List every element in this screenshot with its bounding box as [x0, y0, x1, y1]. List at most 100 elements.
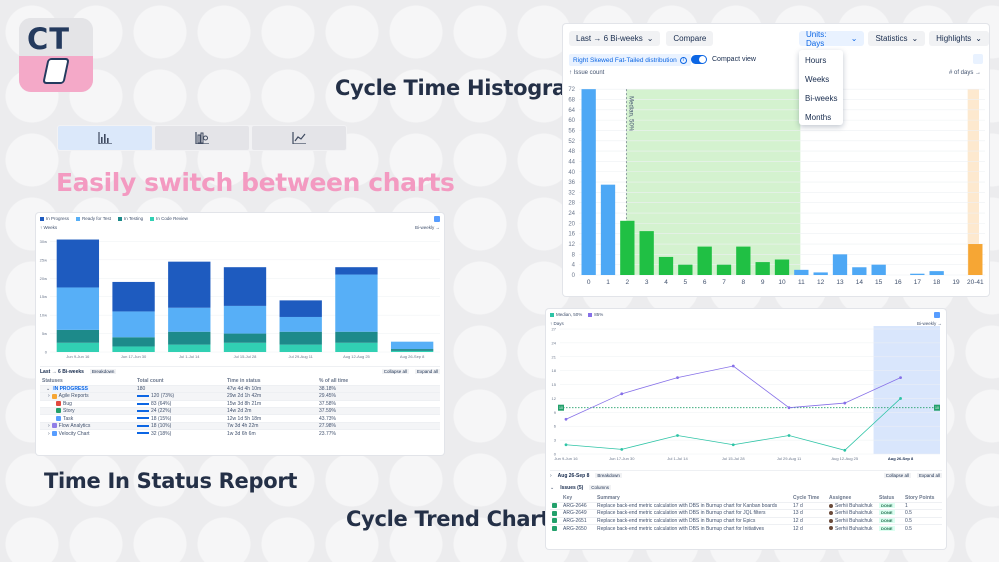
- issues-label[interactable]: Issues (5): [560, 484, 584, 491]
- tab-bar-chart[interactable]: [58, 126, 152, 150]
- series-point[interactable]: [564, 417, 568, 421]
- stacked-bar-segment[interactable]: [112, 337, 155, 347]
- legend-item[interactable]: In Progress: [40, 216, 69, 221]
- histogram-bar[interactable]: [600, 184, 616, 275]
- highlights-select[interactable]: Highlights ⌄: [929, 31, 989, 46]
- tis-row[interactable]: ⌄ IN PROGRESS 180 47w 4d 4h 10m 38.18%: [40, 384, 440, 393]
- tab-line-chart[interactable]: [252, 126, 346, 150]
- key-cell[interactable]: ARG-2646: [561, 501, 595, 510]
- histogram-bar[interactable]: [794, 269, 809, 275]
- columns-button[interactable]: Columns: [589, 485, 612, 490]
- histogram-bar[interactable]: [581, 89, 596, 275]
- histogram-bar[interactable]: [697, 246, 712, 275]
- units-select[interactable]: Units: Days ⌄: [799, 30, 865, 48]
- histogram-bar[interactable]: [639, 231, 654, 275]
- units-option-weeks[interactable]: Weeks: [805, 75, 830, 84]
- chevron-icon[interactable]: ›: [48, 423, 50, 430]
- trend-group-label[interactable]: Aug 26-Sep 8: [557, 472, 590, 479]
- stacked-bar-segment[interactable]: [335, 331, 378, 343]
- tab-histogram[interactable]: [155, 126, 249, 150]
- histogram-bar[interactable]: [755, 262, 770, 275]
- range-select[interactable]: Last → 6 Bi-weeks ⌄: [569, 31, 661, 46]
- stacked-bar-segment[interactable]: [223, 333, 267, 343]
- stacked-bar-segment[interactable]: [56, 342, 100, 352]
- histogram-bar[interactable]: [832, 254, 848, 275]
- summary-cell[interactable]: Replace back-end metric calculation with…: [595, 501, 791, 510]
- legend-toggle-icon[interactable]: [434, 216, 440, 222]
- summary-cell[interactable]: Replace back-end metric calculation with…: [595, 524, 791, 532]
- stacked-bar-segment[interactable]: [335, 342, 378, 352]
- stacked-bar-segment[interactable]: [223, 267, 267, 306]
- histogram-bar[interactable]: [678, 264, 693, 275]
- breakdown-button[interactable]: Breakdown: [89, 369, 117, 374]
- stacked-bar-segment[interactable]: [335, 274, 378, 332]
- histogram-bar[interactable]: [658, 256, 674, 275]
- stacked-bar-segment[interactable]: [112, 346, 155, 352]
- series-point[interactable]: [731, 364, 735, 368]
- issue-row[interactable]: ARG-2650 Replace back-end metric calculat…: [550, 524, 942, 532]
- breakdown-button[interactable]: Breakdown: [595, 473, 622, 478]
- summary-cell[interactable]: Replace back-end metric calculation with…: [595, 516, 791, 525]
- stacked-bar-segment[interactable]: [335, 267, 378, 275]
- stacked-bar-segment[interactable]: [279, 344, 322, 352]
- issue-row[interactable]: ARG-2649 Replace back-end metric calculat…: [550, 509, 942, 518]
- collapse-all-button[interactable]: Collapse all: [883, 473, 911, 478]
- stacked-bar-segment[interactable]: [168, 261, 211, 308]
- compare-button[interactable]: Compare: [666, 31, 714, 46]
- units-option-months[interactable]: Months: [805, 113, 832, 122]
- tis-row[interactable]: Bug 83 (64%) 15w 3d 8h 21m 37.58%: [40, 399, 440, 408]
- series-point[interactable]: [843, 448, 847, 452]
- key-cell[interactable]: ARG-2651: [561, 516, 595, 525]
- issue-row[interactable]: ARG-2646 Replace back-end metric calculat…: [550, 501, 942, 510]
- stacked-bar-segment[interactable]: [279, 331, 322, 345]
- stacked-bar-segment[interactable]: [112, 311, 155, 338]
- histogram-bar[interactable]: [968, 244, 983, 275]
- stacked-bar-segment[interactable]: [56, 287, 100, 330]
- stacked-bar-segment[interactable]: [279, 316, 322, 332]
- stacked-bar-segment[interactable]: [279, 300, 322, 317]
- compact-view-toggle[interactable]: Compact view: [691, 55, 756, 64]
- series-point[interactable]: [899, 376, 902, 380]
- tis-row[interactable]: Task 18 (15%) 12w 1d 5h 18m 43.73%: [40, 414, 440, 423]
- legend-item[interactable]: Median, 50%: [550, 312, 582, 317]
- histogram-bar[interactable]: [910, 273, 925, 275]
- legend-item[interactable]: In Testing: [117, 216, 143, 221]
- collapse-all-button[interactable]: Collapse all: [381, 369, 409, 374]
- tis-row[interactable]: › Velocity Chart 32 (18%) 1w 3d 6h 6m 23.77%: [40, 429, 440, 438]
- histogram-bar[interactable]: [813, 272, 828, 275]
- legend-item[interactable]: In Code Review: [150, 216, 188, 221]
- key-cell[interactable]: ARG-2650: [561, 524, 595, 532]
- legend-toggle-icon[interactable]: [934, 312, 940, 318]
- series-point[interactable]: [620, 392, 624, 396]
- distribution-badge[interactable]: Right Skewed Fat-Tailed distribution i: [569, 54, 691, 66]
- expand-all-button[interactable]: Expand all: [414, 369, 440, 374]
- series-point[interactable]: [676, 434, 679, 437]
- chevron-right-icon[interactable]: ›: [550, 472, 552, 479]
- stacked-bar-segment[interactable]: [223, 342, 267, 352]
- stacked-bar-segment[interactable]: [390, 341, 434, 350]
- tis-range-label[interactable]: Last → 6 Bi-weeks: [40, 368, 84, 375]
- stacked-bar-segment[interactable]: [223, 305, 267, 334]
- stacked-bar-segment[interactable]: [168, 344, 211, 352]
- statistics-select[interactable]: Statistics ⌄: [868, 31, 926, 46]
- series-point[interactable]: [787, 406, 791, 410]
- series-point[interactable]: [620, 447, 624, 451]
- stacked-bar-segment[interactable]: [112, 281, 155, 312]
- tis-row[interactable]: › Flow Analytics 18 (10%) 7w 3d 4h 22m 27.98…: [40, 421, 440, 430]
- selected-period-highlight[interactable]: [873, 326, 940, 454]
- legend-toggle-icon[interactable]: [973, 54, 983, 64]
- histogram-bar[interactable]: [736, 246, 751, 275]
- tis-period[interactable]: Bi-weekly →: [414, 225, 440, 230]
- summary-cell[interactable]: Replace back-end metric calculation with…: [595, 509, 791, 518]
- chevron-down-icon[interactable]: ⌄: [550, 484, 555, 491]
- series-point[interactable]: [843, 401, 847, 405]
- series-point[interactable]: [564, 443, 568, 447]
- histogram-bar[interactable]: [620, 220, 635, 275]
- histogram-bar[interactable]: [852, 267, 867, 275]
- series-point[interactable]: [676, 376, 679, 380]
- tis-row[interactable]: Story 24 (22%) 14w 2d 2m 37.59%: [40, 407, 440, 415]
- trend-period[interactable]: Bi-weekly →: [916, 321, 942, 326]
- chevron-down-icon[interactable]: ⌄: [46, 386, 51, 393]
- legend-item[interactable]: Ready for Test: [76, 216, 111, 221]
- expand-all-button[interactable]: Expand all: [916, 473, 942, 478]
